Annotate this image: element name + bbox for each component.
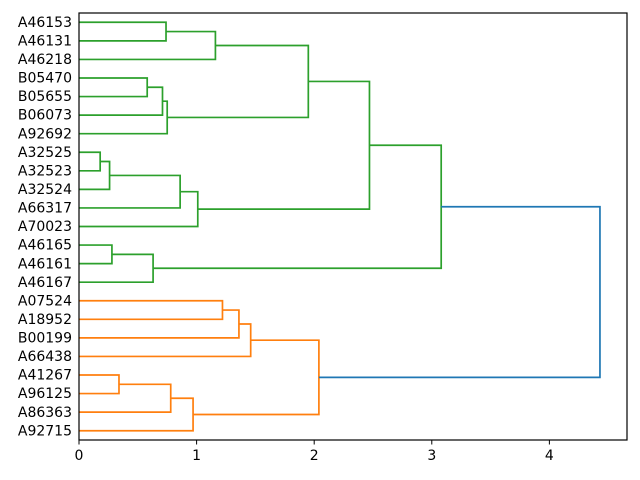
leaf-label-b00199: B00199 (18, 331, 72, 347)
leaf-label-a18952: A18952 (18, 312, 72, 328)
x-axis-tick-label: 4 (545, 448, 554, 464)
dendrogram-link-m4 (79, 86, 164, 116)
dendrogram-link-m15 (79, 299, 224, 321)
leaf-label-a92715: A92715 (18, 423, 72, 439)
dendrogram-link-m1 (79, 21, 167, 42)
dendrogram-link-m16 (79, 309, 240, 339)
dendrogram-link-m5 (79, 100, 169, 135)
leaf-label-a41267: A41267 (18, 368, 72, 384)
dendrogram-link-m17 (79, 323, 252, 358)
leaf-label-a32524: A32524 (18, 182, 72, 198)
dendrogram-link-m14 (153, 144, 443, 270)
leaf-label-a46165: A46165 (18, 238, 72, 254)
dendrogram-link-m8 (79, 160, 111, 191)
leaf-label-a66438: A66438 (18, 349, 72, 365)
leaf-label-a96125: A96125 (18, 386, 72, 402)
leaf-label-b05655: B05655 (18, 89, 72, 105)
dendrogram-link-m18 (79, 374, 120, 395)
leaf-label-a07524: A07524 (18, 293, 72, 309)
x-axis-tick-label: 3 (427, 448, 436, 464)
dendrogram-link-m13 (197, 80, 371, 210)
dendrogram-link-m12 (79, 253, 154, 284)
leaf-label-a46153: A46153 (18, 15, 72, 31)
dendrogram-link-m9 (79, 174, 181, 209)
leaf-label-a46161: A46161 (18, 256, 72, 272)
dendrogram-link-m3 (79, 77, 149, 98)
leaf-label-a46218: A46218 (18, 52, 72, 68)
dendrogram-link-m22 (318, 205, 601, 379)
x-axis-tick-label: 0 (75, 448, 84, 464)
dendrogram-link-m2 (79, 30, 217, 61)
dendrogram-link-m11 (79, 244, 113, 265)
x-axis-tick-label: 1 (192, 448, 201, 464)
dendrogram-link-m21 (193, 339, 320, 416)
plot-frame (78, 12, 628, 441)
leaf-label-a32525: A32525 (18, 145, 72, 161)
leaf-label-a46131: A46131 (18, 33, 72, 49)
leaf-label-a70023: A70023 (18, 219, 72, 235)
leaf-label-b05470: B05470 (18, 71, 72, 87)
dendrogram-link-m19 (79, 383, 172, 414)
leaf-label-a86363: A86363 (18, 405, 72, 421)
dendrogram-link-m6 (167, 44, 310, 119)
dendrogram-link-m20 (79, 397, 194, 432)
leaf-label-a46167: A46167 (18, 275, 72, 291)
leaf-label-a92692: A92692 (18, 126, 72, 142)
x-axis-tick-label: 2 (310, 448, 319, 464)
leaf-label-a66317: A66317 (18, 201, 72, 217)
leaf-label-b06073: B06073 (18, 108, 72, 124)
leaf-label-a32523: A32523 (18, 163, 72, 179)
dendrogram-link-m7 (79, 151, 102, 172)
